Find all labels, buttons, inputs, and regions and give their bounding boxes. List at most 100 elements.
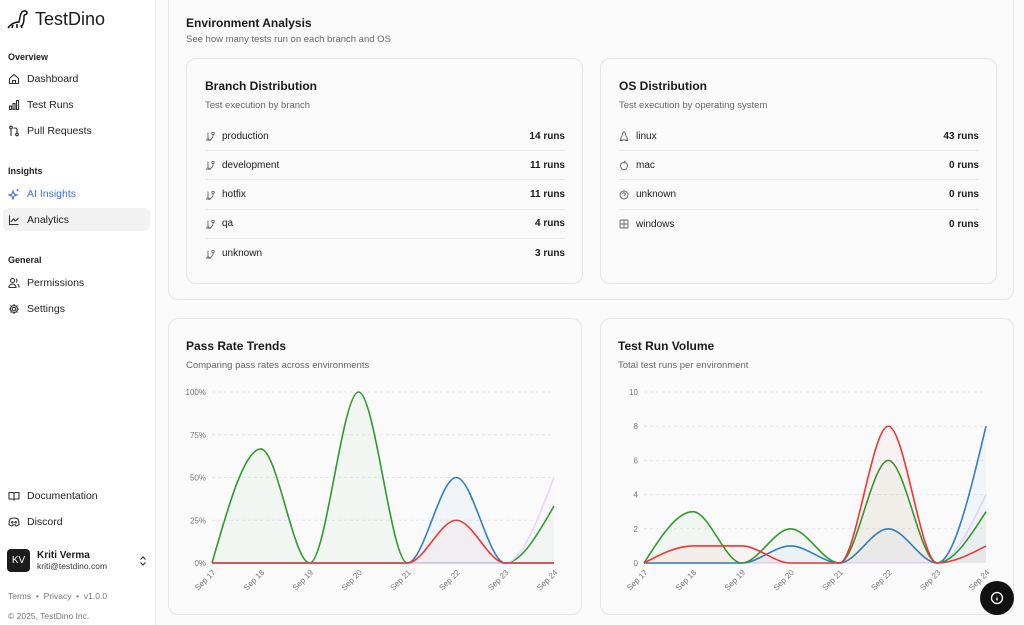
chevron-up-down-icon[interactable]	[139, 555, 147, 566]
env-title: Environment Analysis	[186, 16, 312, 30]
sidebar-item-discord[interactable]: Discord	[3, 510, 150, 533]
y-tick-label: 2	[634, 525, 639, 534]
series-blue-area	[644, 426, 986, 563]
branch-row: hotfix 11 runs	[205, 181, 565, 210]
sparkles-icon	[8, 188, 19, 200]
branch-title: Branch Distribution	[205, 79, 318, 93]
os-distribution-card: OS Distribution Test execution by operat…	[600, 58, 997, 284]
app-name: TestDino	[35, 8, 106, 29]
x-tick-label: Sep 18	[674, 568, 699, 593]
avatar: KV	[7, 549, 30, 572]
sidebar-item-analytics[interactable]: Analytics	[3, 208, 150, 231]
git-branch-icon	[206, 161, 215, 171]
nav-label: Discord	[27, 515, 63, 528]
sidebar-item-test-runs[interactable]: Test Runs	[3, 93, 150, 116]
row-label: unknown	[222, 248, 263, 260]
git-branch-icon	[206, 190, 215, 200]
sidebar-item-ai-insights[interactable]: AI Insights	[3, 182, 150, 205]
os-row: unknown 0 runs	[619, 181, 979, 210]
sidebar-item-settings[interactable]: Settings	[3, 297, 150, 320]
y-tick-label: 6	[634, 456, 639, 465]
row-value: 0 runs	[948, 218, 979, 230]
apple-icon	[620, 160, 628, 171]
row-label: production	[222, 130, 269, 142]
series-green-area	[644, 460, 986, 563]
row-value: 3 runs	[534, 248, 565, 260]
os-title: OS Distribution	[619, 79, 707, 93]
nav-label: AI Insights	[27, 187, 77, 200]
nav-label: Test Runs	[27, 98, 74, 111]
branch-row: production 14 runs	[205, 122, 565, 151]
dino-logo-icon	[7, 10, 28, 29]
series-green-line	[643, 459, 987, 564]
y-tick-label: 0%	[194, 559, 206, 568]
section-general: General	[8, 255, 42, 265]
nav-label: Pull Requests	[27, 124, 92, 137]
user-menu[interactable]: KV Kriti Verma kriti@testdino.com	[7, 549, 147, 572]
section-insights: Insights	[8, 166, 43, 176]
git-pull-request-icon	[9, 125, 19, 136]
pass-rate-title: Pass Rate Trends	[186, 339, 287, 353]
terms-link[interactable]: Terms	[8, 591, 32, 601]
sidebar-item-dashboard[interactable]: Dashboard	[3, 67, 150, 90]
volume-title: Test Run Volume	[618, 339, 715, 353]
help-button[interactable]	[980, 581, 1014, 615]
row-label: unknown	[636, 189, 677, 201]
series-red-area	[644, 426, 986, 563]
series-red-line	[212, 519, 554, 564]
os-row: linux 43 runs	[619, 122, 979, 151]
git-branch-icon	[206, 131, 215, 141]
row-value: 11 runs	[529, 159, 565, 171]
footer-links: Terms • Privacy • v1.0.0	[8, 591, 108, 601]
sidebar-item-pull-requests[interactable]: Pull Requests	[3, 119, 150, 142]
x-tick-label: Sep 21	[821, 568, 846, 593]
row-label: development	[222, 159, 280, 171]
nav-label: Documentation	[27, 489, 98, 502]
x-tick-label: Sep 17	[625, 568, 650, 593]
copyright: © 2025, TestDino Inc.	[8, 611, 90, 621]
environment-analysis-card: Environment Analysis See how many tests …	[168, 0, 1014, 300]
row-value: 43 runs	[943, 130, 979, 142]
y-tick-label: 0	[634, 559, 639, 568]
nav-label: Permissions	[27, 276, 85, 289]
line-chart-icon	[8, 215, 19, 225]
discord-icon	[8, 516, 20, 527]
x-tick-label: Sep 19	[291, 568, 316, 593]
x-tick-label: Sep 22	[437, 568, 462, 593]
gear-icon	[9, 303, 19, 314]
env-subtitle: See how many tests run on each branch an…	[186, 34, 391, 45]
home-icon	[8, 73, 20, 84]
linux-icon	[620, 131, 628, 141]
os-row: windows 0 runs	[619, 210, 979, 239]
row-label: linux	[636, 130, 657, 142]
help-circle-icon	[619, 190, 629, 200]
git-branch-icon	[206, 219, 215, 229]
user-name: Kriti Verma	[37, 550, 90, 561]
users-icon	[8, 277, 20, 288]
section-overview: Overview	[8, 52, 49, 62]
branch-row: unknown 3 runs	[205, 239, 565, 268]
nav-label: Settings	[27, 302, 65, 315]
logo[interactable]: TestDino	[6, 8, 105, 30]
user-email: kriti@testdino.com	[37, 561, 108, 571]
row-value: 11 runs	[529, 189, 565, 201]
book-icon	[8, 491, 20, 501]
sidebar-item-documentation[interactable]: Documentation	[3, 484, 150, 507]
x-tick-label: Sep 21	[389, 568, 414, 593]
privacy-link[interactable]: Privacy	[43, 591, 72, 601]
y-tick-label: 50%	[190, 474, 206, 483]
branch-subtitle: Test execution by branch	[205, 100, 311, 111]
y-tick-label: 100%	[186, 388, 206, 397]
pass-rate-chart: 0% 25% 50% 75% 100% Sep 17 Sep 18 Sep 19 Sep 20 S…	[186, 388, 560, 593]
row-label: qa	[222, 218, 234, 230]
branch-row: qa 4 runs	[205, 210, 565, 239]
row-value: 0 runs	[948, 159, 979, 171]
x-tick-label: Sep 19	[723, 568, 748, 593]
version: v1.0.0	[83, 591, 108, 601]
os-subtitle: Test execution by operating system	[619, 100, 768, 111]
series-red-line	[643, 425, 987, 564]
sidebar-item-permissions[interactable]: Permissions	[3, 271, 150, 294]
x-tick-label: Sep 22	[869, 568, 894, 593]
branch-distribution-card: Branch Distribution Test execution by br…	[186, 58, 583, 284]
sidebar: TestDino Overview Dashboard Test Runs Pu…	[0, 0, 156, 625]
